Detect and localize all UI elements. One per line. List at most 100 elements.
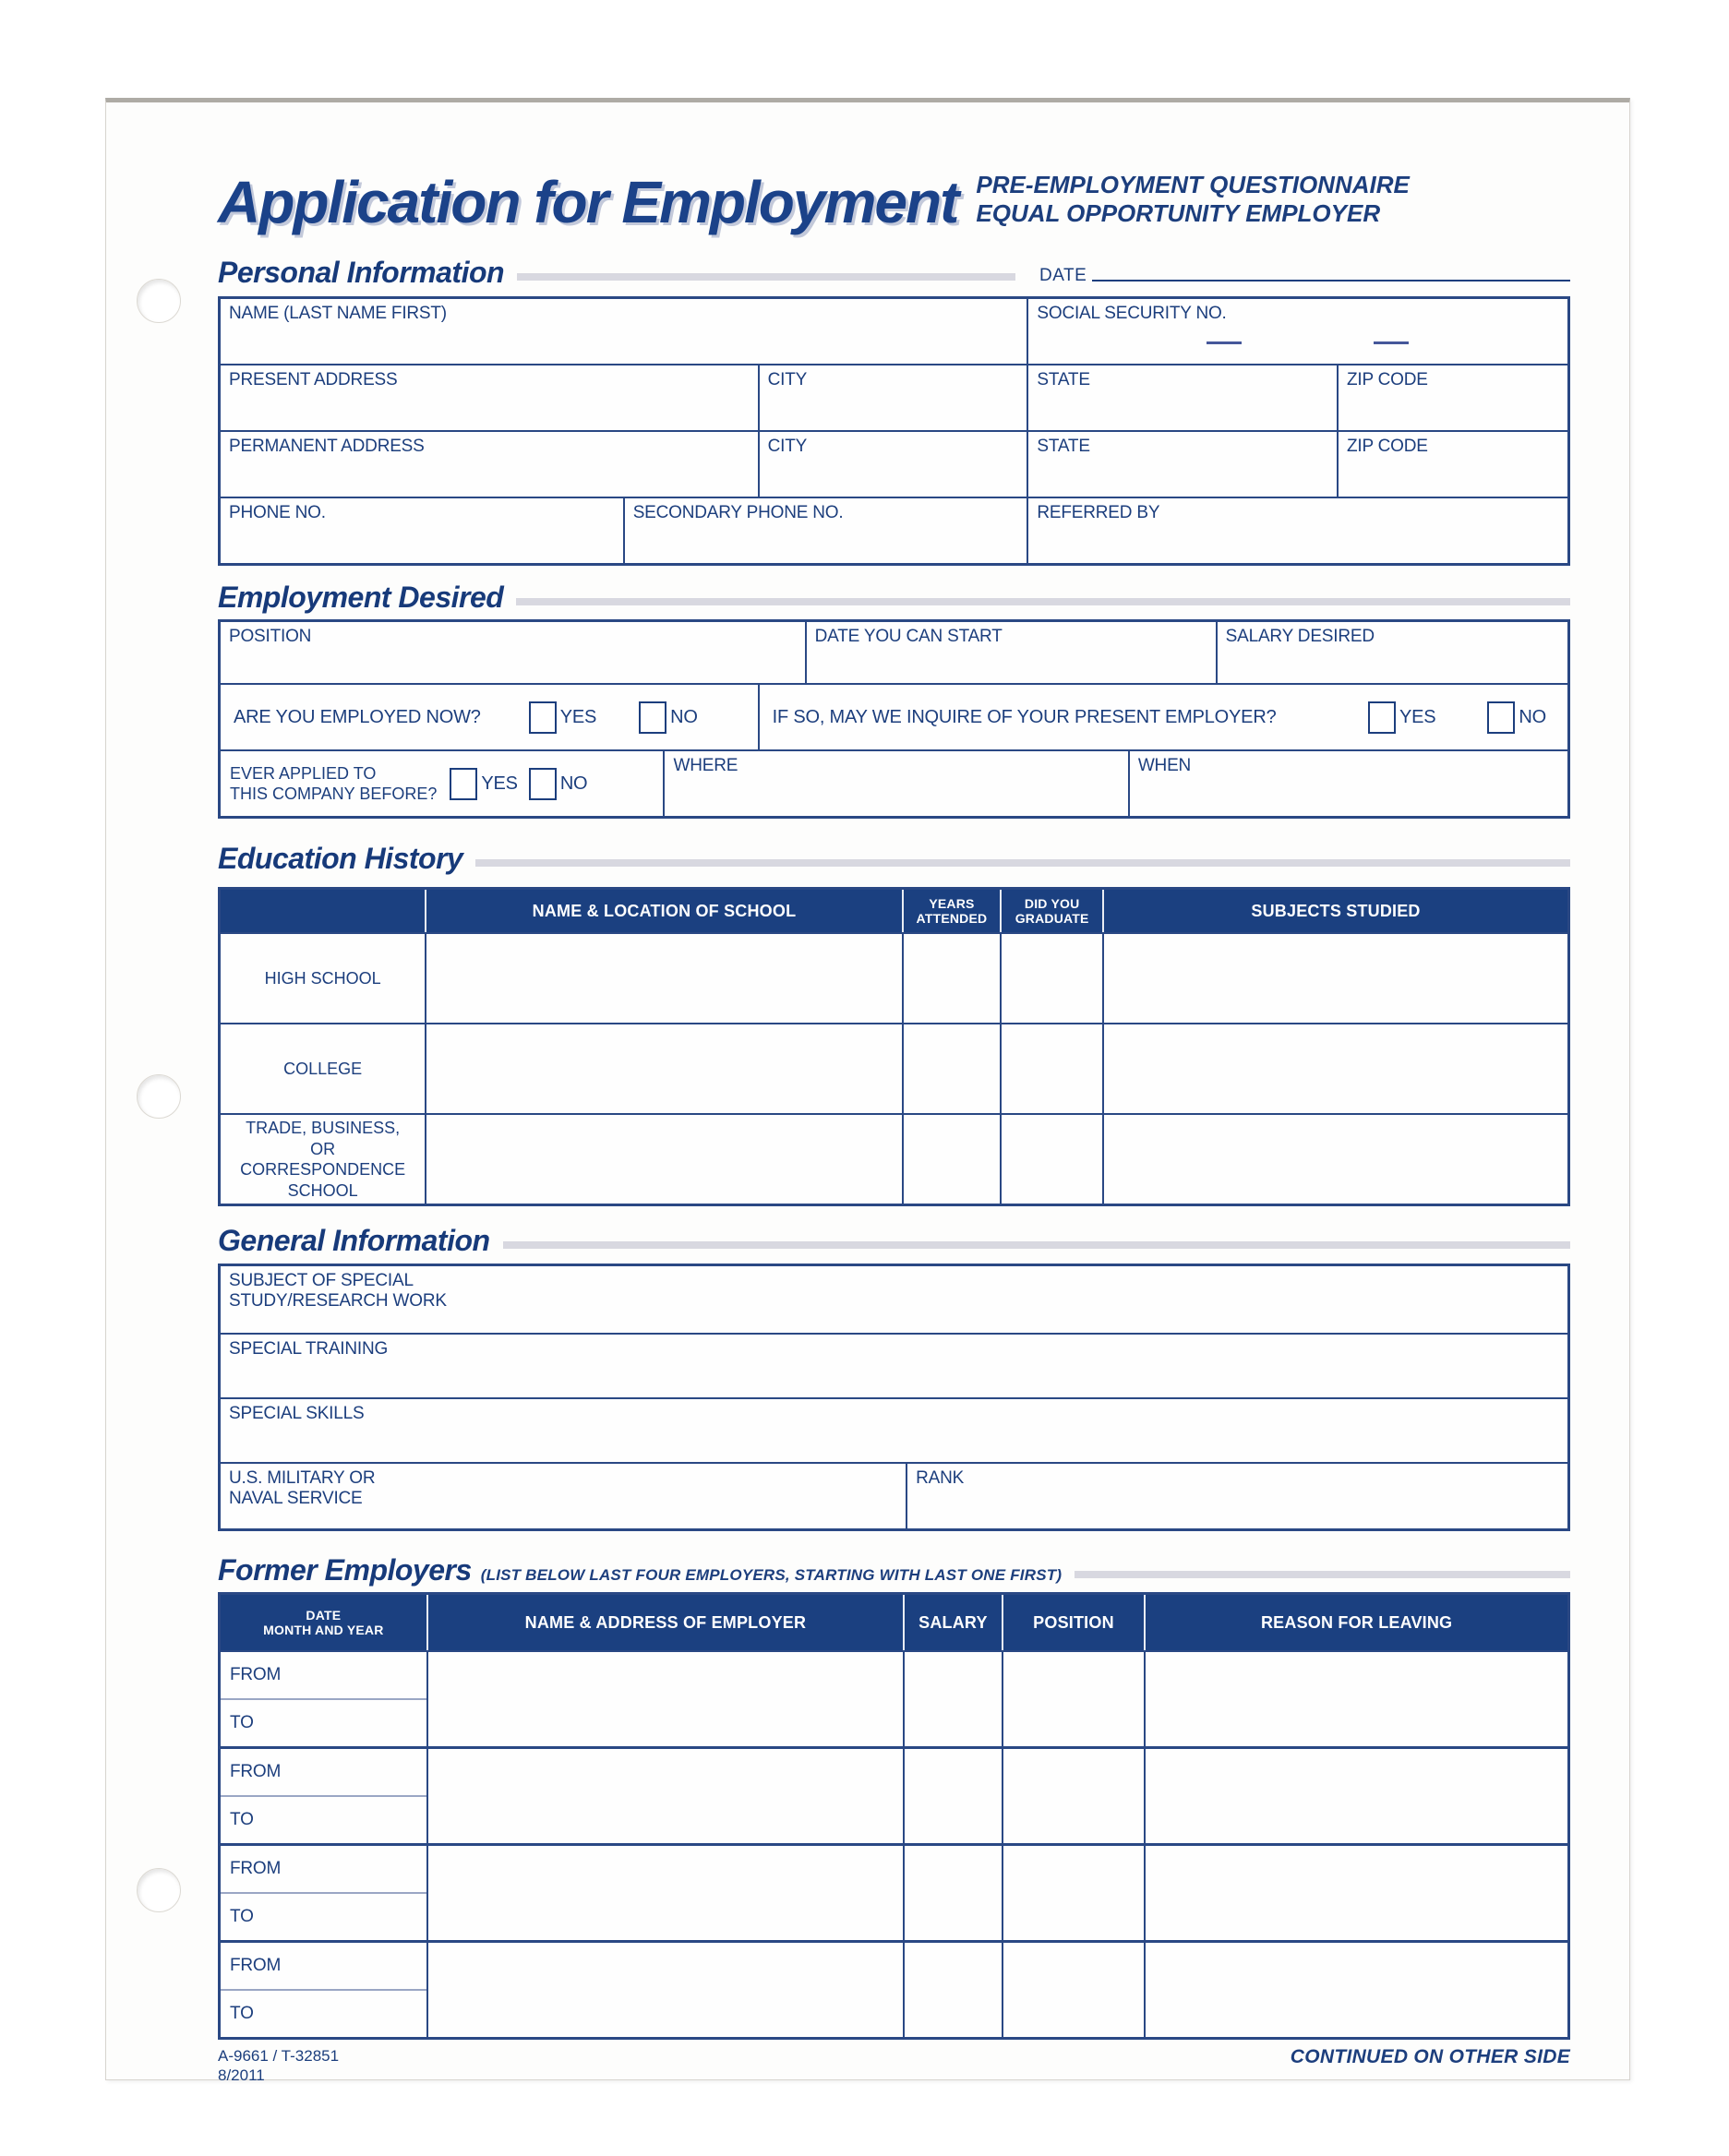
present-address-field[interactable]: PRESENT ADDRESS xyxy=(221,365,760,430)
employer-1-to-field[interactable]: TO xyxy=(230,1713,254,1733)
employer-row-3: FROM TO xyxy=(221,1846,1567,1943)
military-service-field[interactable]: U.S. MILITARY OR NAVAL SERVICE xyxy=(221,1464,908,1528)
permanent-city-field[interactable]: CITY xyxy=(760,432,1029,497)
inquire-employer-cell: IF SO, MAY WE INQUIRE OF YOUR PRESENT EM… xyxy=(760,685,1567,749)
present-state-field[interactable]: STATE xyxy=(1028,365,1339,430)
employer-4-to-field[interactable]: TO xyxy=(230,2004,254,2024)
fe-header-salary: SALARY xyxy=(905,1595,1003,1650)
trade-graduate-field[interactable] xyxy=(1002,1115,1105,1204)
employment-desired-table: POSITION DATE YOU CAN START SALARY DESIR… xyxy=(218,619,1570,819)
employer-3-reason-field[interactable] xyxy=(1146,1846,1567,1940)
referred-by-field[interactable]: REFERRED BY xyxy=(1037,503,1160,522)
employer-3-name-field[interactable] xyxy=(428,1846,906,1940)
employer-3-salary-field[interactable] xyxy=(905,1846,1003,1940)
date-fill-line[interactable] xyxy=(1092,265,1570,281)
high-school-name-field[interactable] xyxy=(426,934,904,1023)
employer-row-2: FROM TO xyxy=(221,1749,1567,1846)
education-history-heading: Education History xyxy=(218,841,1570,878)
employer-2-to-field[interactable]: TO xyxy=(230,1810,254,1830)
college-subjects-field[interactable] xyxy=(1104,1024,1567,1113)
employed-now-cell: ARE YOU EMPLOYED NOW? YES NO xyxy=(221,685,760,749)
employer-1-reason-field[interactable] xyxy=(1146,1652,1567,1746)
table-row: PHONE NO. SECONDARY PHONE NO. REFERRED B… xyxy=(221,498,1567,563)
former-employers-title: Former Employers xyxy=(218,1553,472,1587)
employer-4-salary-field[interactable] xyxy=(905,1943,1003,2037)
row-label: COLLEGE xyxy=(221,1024,427,1113)
special-training-field[interactable]: SPECIAL TRAINING xyxy=(229,1339,389,1359)
permanent-state-field[interactable]: STATE xyxy=(1028,432,1339,497)
when-field[interactable]: WHEN xyxy=(1137,756,1192,775)
employer-1-dates: FROM TO xyxy=(221,1652,428,1746)
secondary-phone-field[interactable]: SECONDARY PHONE NO. xyxy=(625,498,1029,563)
permanent-address-field[interactable]: PERMANENT ADDRESS xyxy=(221,432,760,497)
employer-2-salary-field[interactable] xyxy=(905,1749,1003,1843)
inquire-no-group: NO xyxy=(1487,701,1546,734)
ssn-field[interactable]: SOCIAL SECURITY NO. xyxy=(1028,299,1567,364)
personal-information-heading: Personal Information DATE xyxy=(218,256,1570,291)
present-city-field[interactable]: CITY xyxy=(760,365,1029,430)
employer-2-reason-field[interactable] xyxy=(1146,1749,1567,1843)
where-field[interactable]: WHERE xyxy=(665,751,1130,816)
employer-4-dates: FROM TO xyxy=(221,1943,428,2037)
hole-punch-middle xyxy=(137,1074,181,1119)
employer-4-from-field[interactable]: FROM xyxy=(221,1943,426,1991)
special-study-field[interactable]: SUBJECT OF SPECIAL STUDY/RESEARCH WORK xyxy=(229,1271,447,1311)
general-information-title: General Information xyxy=(218,1224,490,1258)
personal-information-title: Personal Information xyxy=(218,256,505,290)
college-years-field[interactable] xyxy=(904,1024,1003,1113)
fe-header-reason: REASON FOR LEAVING xyxy=(1260,1612,1453,1632)
special-skills-field[interactable]: SPECIAL SKILLS xyxy=(229,1404,365,1423)
date-you-can-start-field[interactable]: DATE YOU CAN START xyxy=(807,622,1218,683)
general-information-table: SUBJECT OF SPECIAL STUDY/RESEARCH WORK S… xyxy=(218,1264,1570,1531)
phone-field[interactable]: PHONE NO. xyxy=(221,498,625,563)
high-school-subjects-field[interactable] xyxy=(1104,934,1567,1023)
employer-1-name-field[interactable] xyxy=(428,1652,906,1746)
employer-2-from-field[interactable]: FROM xyxy=(221,1749,426,1797)
table-row: SUBJECT OF SPECIAL STUDY/RESEARCH WORK xyxy=(221,1266,1567,1335)
employed-now-no-checkbox[interactable] xyxy=(639,701,667,734)
employer-1-from-field[interactable]: FROM xyxy=(221,1652,426,1700)
employer-3-position-field[interactable] xyxy=(1003,1846,1147,1940)
employer-1-salary-field[interactable] xyxy=(905,1652,1003,1746)
salary-desired-field[interactable]: SALARY DESIRED xyxy=(1225,627,1375,646)
college-graduate-field[interactable] xyxy=(1002,1024,1105,1113)
ssn-dash-1 xyxy=(1206,341,1242,344)
position-field[interactable]: POSITION xyxy=(221,622,807,683)
permanent-zip-field[interactable]: ZIP CODE xyxy=(1346,437,1428,456)
form-title: Application for Employment xyxy=(218,169,959,235)
present-zip-field[interactable]: ZIP CODE xyxy=(1346,370,1428,389)
employed-now-yes-checkbox[interactable] xyxy=(528,701,557,734)
heading-rule xyxy=(475,859,1570,867)
employer-2-name-field[interactable] xyxy=(428,1749,906,1843)
employer-2-dates: FROM TO xyxy=(221,1749,428,1843)
rank-field[interactable]: RANK xyxy=(916,1468,965,1488)
education-header-graduate: DID YOU GRADUATE xyxy=(1002,890,1105,932)
inquire-yes-group: YES xyxy=(1367,701,1436,734)
education-row-high-school: HIGH SCHOOL xyxy=(221,934,1567,1024)
employer-row-1: FROM TO xyxy=(221,1652,1567,1749)
ever-applied-cell: EVER APPLIED TO THIS COMPANY BEFORE? YES… xyxy=(221,751,666,816)
education-history-title: Education History xyxy=(218,842,463,876)
employer-4-reason-field[interactable] xyxy=(1146,1943,1567,2037)
inquire-yes-checkbox[interactable] xyxy=(1367,701,1396,734)
trade-subjects-field[interactable] xyxy=(1104,1115,1567,1204)
employer-2-position-field[interactable] xyxy=(1003,1749,1147,1843)
trade-years-field[interactable] xyxy=(904,1115,1003,1204)
high-school-graduate-field[interactable] xyxy=(1002,934,1105,1023)
form-number: A-9661 / T-32851 xyxy=(218,2047,340,2065)
inquire-no-checkbox[interactable] xyxy=(1487,701,1516,734)
ever-applied-no-checkbox[interactable] xyxy=(528,767,557,800)
name-field[interactable]: NAME (LAST NAME FIRST) xyxy=(221,299,1029,364)
college-name-field[interactable] xyxy=(426,1024,904,1113)
employer-1-position-field[interactable] xyxy=(1003,1652,1147,1746)
education-history-table: NAME & LOCATION OF SCHOOL YEARS ATTENDED… xyxy=(218,887,1570,1206)
employer-3-to-field[interactable]: TO xyxy=(230,1907,254,1927)
employer-3-from-field[interactable]: FROM xyxy=(221,1846,426,1894)
high-school-years-field[interactable] xyxy=(904,934,1003,1023)
trade-name-field[interactable] xyxy=(426,1115,904,1204)
ever-applied-yes-checkbox[interactable] xyxy=(450,767,478,800)
employer-4-name-field[interactable] xyxy=(428,1943,906,2037)
employer-4-position-field[interactable] xyxy=(1003,1943,1147,2037)
personal-information-table: NAME (LAST NAME FIRST) SOCIAL SECURITY N… xyxy=(218,296,1570,566)
table-row: POSITION DATE YOU CAN START SALARY DESIR… xyxy=(221,622,1567,685)
